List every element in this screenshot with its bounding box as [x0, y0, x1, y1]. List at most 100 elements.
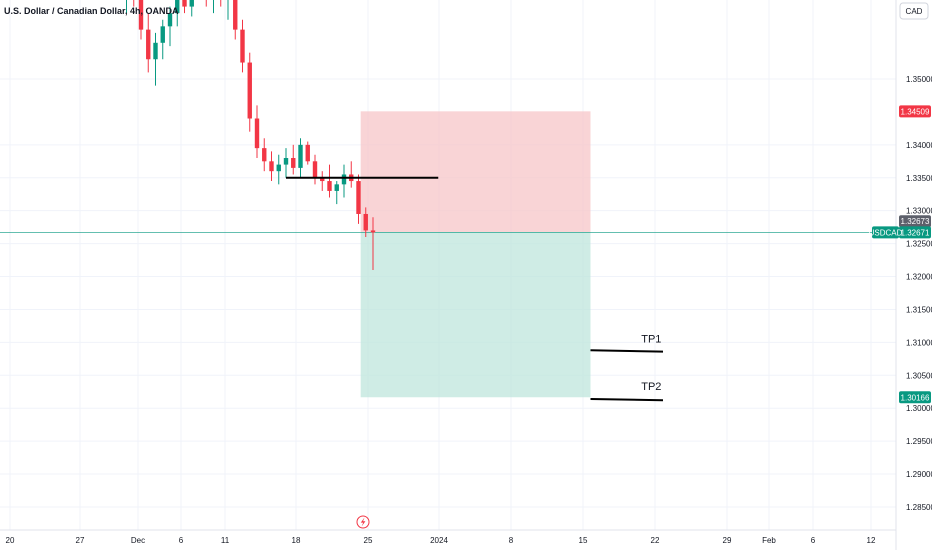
take-profit-labels: TP1 TP2 [641, 333, 661, 392]
x-tick-label: Feb [762, 536, 776, 545]
price-axis[interactable]: 1.35000 1.34000 1.33500 1.33000 1.32500 1.320… [906, 75, 932, 512]
x-tick-label: 18 [292, 536, 301, 545]
candle-body [146, 29, 151, 60]
x-tick-label: 29 [723, 536, 732, 545]
candle-body [363, 213, 368, 231]
trend-line[interactable] [590, 349, 664, 353]
candle [247, 52, 252, 132]
candle-body [262, 148, 267, 162]
last-price-tag-label: 1.32673 [901, 217, 930, 226]
y-tick-label: 1.33500 [906, 174, 932, 183]
y-tick-label: 1.28500 [906, 503, 932, 512]
trend-line[interactable] [590, 397, 664, 402]
candle-body [334, 184, 339, 191]
y-tick-label: 1.32500 [906, 240, 932, 249]
time-axis[interactable]: 20 27 Dec 6 11 18 25 2024 8 15 22 29 Feb 6 12 [6, 536, 876, 545]
candle [305, 141, 310, 165]
candle [240, 19, 245, 73]
candle-body [254, 118, 260, 149]
candle-body [291, 158, 296, 168]
x-tick-label: Dec [131, 536, 145, 545]
drawn-lines[interactable] [286, 176, 664, 402]
currency-label: CAD [906, 7, 923, 16]
candle [227, 0, 229, 20]
candle-body [233, 0, 238, 30]
currency-box[interactable] [899, 2, 929, 20]
candle [233, 0, 238, 40]
target-price-tag-label: 1.30166 [901, 393, 930, 402]
x-tick-label: 22 [651, 536, 660, 545]
candle [126, 0, 127, 14]
candle [220, 0, 222, 7]
candle-body [320, 177, 325, 182]
candle-body [283, 158, 289, 165]
y-tick-label: 1.32000 [906, 273, 932, 282]
candle [320, 171, 325, 191]
candle-body [356, 181, 361, 214]
candle-body [175, 0, 180, 14]
candle-body [327, 181, 332, 191]
stop-loss-zone[interactable] [360, 111, 591, 233]
x-tick-label: 12 [867, 536, 876, 545]
y-tick-label: 1.30500 [906, 371, 932, 380]
candle-body [167, 13, 173, 27]
y-tick-label: 1.29500 [906, 437, 932, 446]
symbol-tag-box [872, 226, 899, 239]
price-tags: 1.34509 1.32673 1.32671 1.30166 USDCAD [869, 105, 931, 404]
candle [363, 207, 368, 238]
candle [327, 164, 332, 198]
tp-label: TP1 [641, 333, 661, 345]
lightning-icon[interactable] [356, 515, 370, 529]
candle [138, 0, 144, 40]
x-tick-label: 6 [811, 536, 816, 545]
y-tick-label: 1.34000 [906, 141, 932, 150]
current-price-tag-label: 1.32671 [901, 228, 930, 237]
candle-body [341, 174, 347, 185]
candle [276, 154, 281, 185]
candle-body [312, 161, 318, 178]
x-tick-label: 11 [221, 536, 230, 545]
candle [370, 217, 376, 270]
x-tick-label: 15 [579, 536, 588, 545]
candle-body [240, 29, 245, 63]
candle-body [276, 164, 281, 172]
position-zones[interactable] [360, 111, 591, 398]
current-price-tag-box [899, 226, 931, 239]
candle [341, 164, 347, 198]
candle [182, 0, 187, 14]
last-price-tag-box [899, 215, 931, 228]
grid-lines [0, 0, 896, 530]
x-tick-label: 20 [6, 536, 15, 545]
candle [298, 138, 303, 178]
x-tick-label: 2024 [430, 536, 448, 545]
candle [356, 174, 361, 224]
candle-body [269, 161, 274, 172]
target-price-tag-box [899, 391, 931, 404]
candles [126, 0, 376, 270]
chart-title: U.S. Dollar / Canadian Dollar, 4h, OANDA [4, 6, 179, 16]
candle [349, 161, 354, 188]
candle [269, 151, 274, 182]
candle [160, 19, 165, 60]
candle [189, 0, 194, 17]
candle-body [189, 0, 194, 7]
candle-body [247, 62, 252, 119]
x-tick-label: 8 [509, 536, 514, 545]
symbol-tag-label: USDCAD [869, 228, 903, 237]
tp-label: TP2 [641, 381, 661, 393]
candle [175, 0, 180, 27]
candle-body [138, 0, 144, 30]
candle-body [298, 144, 303, 168]
y-tick-label: 1.29000 [906, 470, 932, 479]
x-tick-label: 6 [179, 536, 184, 545]
y-tick-label: 1.31000 [906, 338, 932, 347]
candle [291, 144, 296, 175]
x-tick-label: 27 [76, 536, 85, 545]
candle [213, 0, 214, 14]
candle [205, 0, 207, 7]
take-profit-zone[interactable] [360, 232, 591, 398]
x-tick-label: 25 [364, 536, 373, 545]
candle [312, 154, 318, 185]
candle [167, 6, 173, 47]
